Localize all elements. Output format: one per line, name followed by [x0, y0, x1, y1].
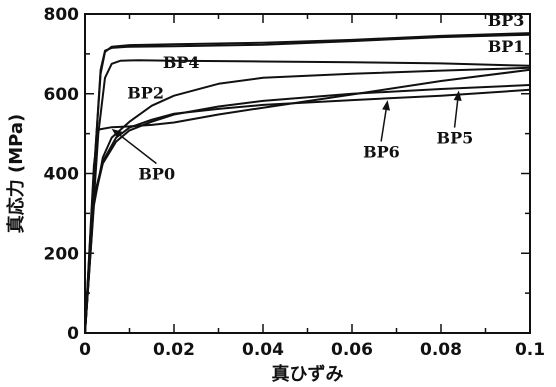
x-tick-label: 0.02 — [153, 340, 195, 360]
y-tick-label: 200 — [44, 244, 80, 264]
x-tick-label: 0.04 — [242, 340, 284, 360]
series-line-bp5 — [84, 84, 531, 334]
curve-label-bp2: BP2 — [127, 84, 164, 103]
series-line-bp1 — [84, 33, 531, 334]
curve-label-bp6: BP6 — [363, 143, 400, 162]
arrow-head-bp6 — [382, 100, 391, 111]
y-tick-label: 600 — [44, 85, 80, 105]
arrow-line-bp5 — [453, 100, 459, 128]
curve-label-bp1: BP1 — [488, 37, 525, 56]
y-tick-label: 800 — [44, 5, 80, 25]
x-tick-label: 0.1 — [515, 340, 545, 360]
y-tick-label: 0 — [67, 324, 79, 344]
y-tick-label: 400 — [44, 165, 80, 185]
x-axis-title: 真ひずみ — [272, 363, 344, 385]
arrow-head-bp0 — [111, 128, 123, 139]
y-axis-title: 真応力 (MPa) — [5, 114, 27, 234]
series-line-bp0 — [84, 68, 531, 334]
curve-label-bp5: BP5 — [437, 129, 474, 148]
curve-label-bp0: BP0 — [138, 164, 175, 183]
curve-label-bp3: BP3 — [488, 11, 525, 30]
series-line-bp6 — [84, 88, 531, 334]
curve-label-bp4: BP4 — [163, 53, 200, 72]
x-tick-label: 0 — [79, 340, 91, 360]
arrow-head-bp5 — [453, 90, 462, 101]
arrow-line-bp0 — [119, 134, 157, 165]
series-line-bp4 — [84, 59, 531, 334]
series-line-bp2 — [84, 66, 531, 334]
x-tick-label: 0.08 — [420, 340, 462, 360]
arrow-line-bp6 — [380, 109, 387, 142]
x-tick-label: 0.06 — [331, 340, 373, 360]
